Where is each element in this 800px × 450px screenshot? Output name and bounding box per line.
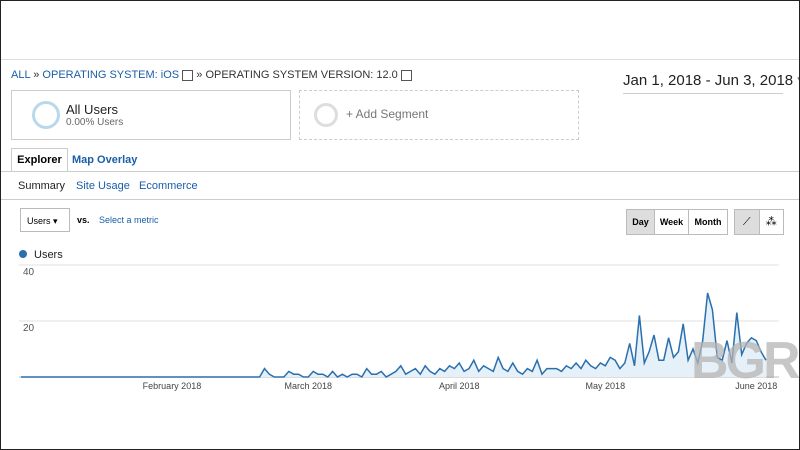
segment-card[interactable]: All Users 0.00% Users bbox=[11, 90, 291, 140]
breadcrumb: ALL » OPERATING SYSTEM: iOS » OPERATING … bbox=[11, 69, 412, 81]
area bbox=[21, 293, 766, 377]
legend-label: Users bbox=[34, 249, 63, 261]
y-tick-label: 20 bbox=[23, 323, 35, 334]
divider bbox=[1, 59, 799, 60]
crumb[interactable]: OPERATING SYSTEM: iOS bbox=[42, 69, 180, 81]
x-tick-label: March 2018 bbox=[285, 381, 333, 391]
metric-dropdown[interactable]: Users ▾ bbox=[20, 208, 70, 232]
line-chart-button[interactable]: ⟋ bbox=[735, 210, 759, 234]
period[interactable]: Week bbox=[654, 210, 688, 234]
tab[interactable]: Map Overlay bbox=[72, 154, 138, 166]
motion-chart-button[interactable]: ⁂ bbox=[758, 210, 784, 234]
crumb[interactable]: ALL bbox=[11, 69, 31, 81]
vs: vs. bbox=[77, 215, 90, 225]
sep: » bbox=[33, 69, 40, 81]
crumb: OPERATING SYSTEM VERSION: 12.0 bbox=[205, 69, 398, 81]
tab-active[interactable]: Explorer bbox=[11, 148, 68, 172]
divider bbox=[1, 171, 799, 172]
date-text: Jan 1, 2018 - Jun 3, 2018 bbox=[623, 72, 794, 89]
period-buttons: Day Week Month bbox=[626, 209, 728, 235]
x-tick-label: June 2018 bbox=[735, 381, 777, 391]
add-segment-text: + Add Segment bbox=[346, 107, 429, 121]
select-metric[interactable]: Select a metric bbox=[99, 215, 159, 225]
segment-ring bbox=[32, 101, 60, 129]
y-tick-label: 40 bbox=[23, 267, 35, 278]
date-range[interactable]: Jan 1, 2018 - Jun 3, 2018 ▾ bbox=[623, 71, 799, 94]
period[interactable]: Month bbox=[688, 210, 727, 234]
metric: Users bbox=[27, 216, 51, 226]
x-tick-label: February 2018 bbox=[143, 381, 202, 391]
add-segment[interactable]: + Add Segment bbox=[299, 90, 579, 140]
watermark: BGR bbox=[691, 332, 799, 390]
segment-name: All Users bbox=[66, 102, 119, 117]
x-tick-label: April 2018 bbox=[439, 381, 480, 391]
chart-type-buttons: ⟋ ⁂ bbox=[734, 209, 784, 235]
subtab[interactable]: Site Usage bbox=[76, 180, 130, 192]
legend-dot bbox=[19, 250, 27, 258]
period[interactable]: Day bbox=[627, 210, 654, 234]
dropdown[interactable] bbox=[400, 69, 412, 81]
divider bbox=[1, 199, 799, 200]
x-tick-label: May 2018 bbox=[586, 381, 626, 391]
chart: Users 20 40 February 2018 March 2018 April 2… bbox=[19, 249, 779, 391]
dropdown[interactable] bbox=[182, 69, 194, 81]
sep: » bbox=[196, 69, 203, 81]
line bbox=[21, 292, 767, 379]
segment-share: 0.00% Users bbox=[66, 117, 124, 128]
subtab-active[interactable]: Summary bbox=[18, 180, 66, 192]
subtab[interactable]: Ecommerce bbox=[139, 180, 198, 192]
segment-ring bbox=[314, 103, 338, 127]
